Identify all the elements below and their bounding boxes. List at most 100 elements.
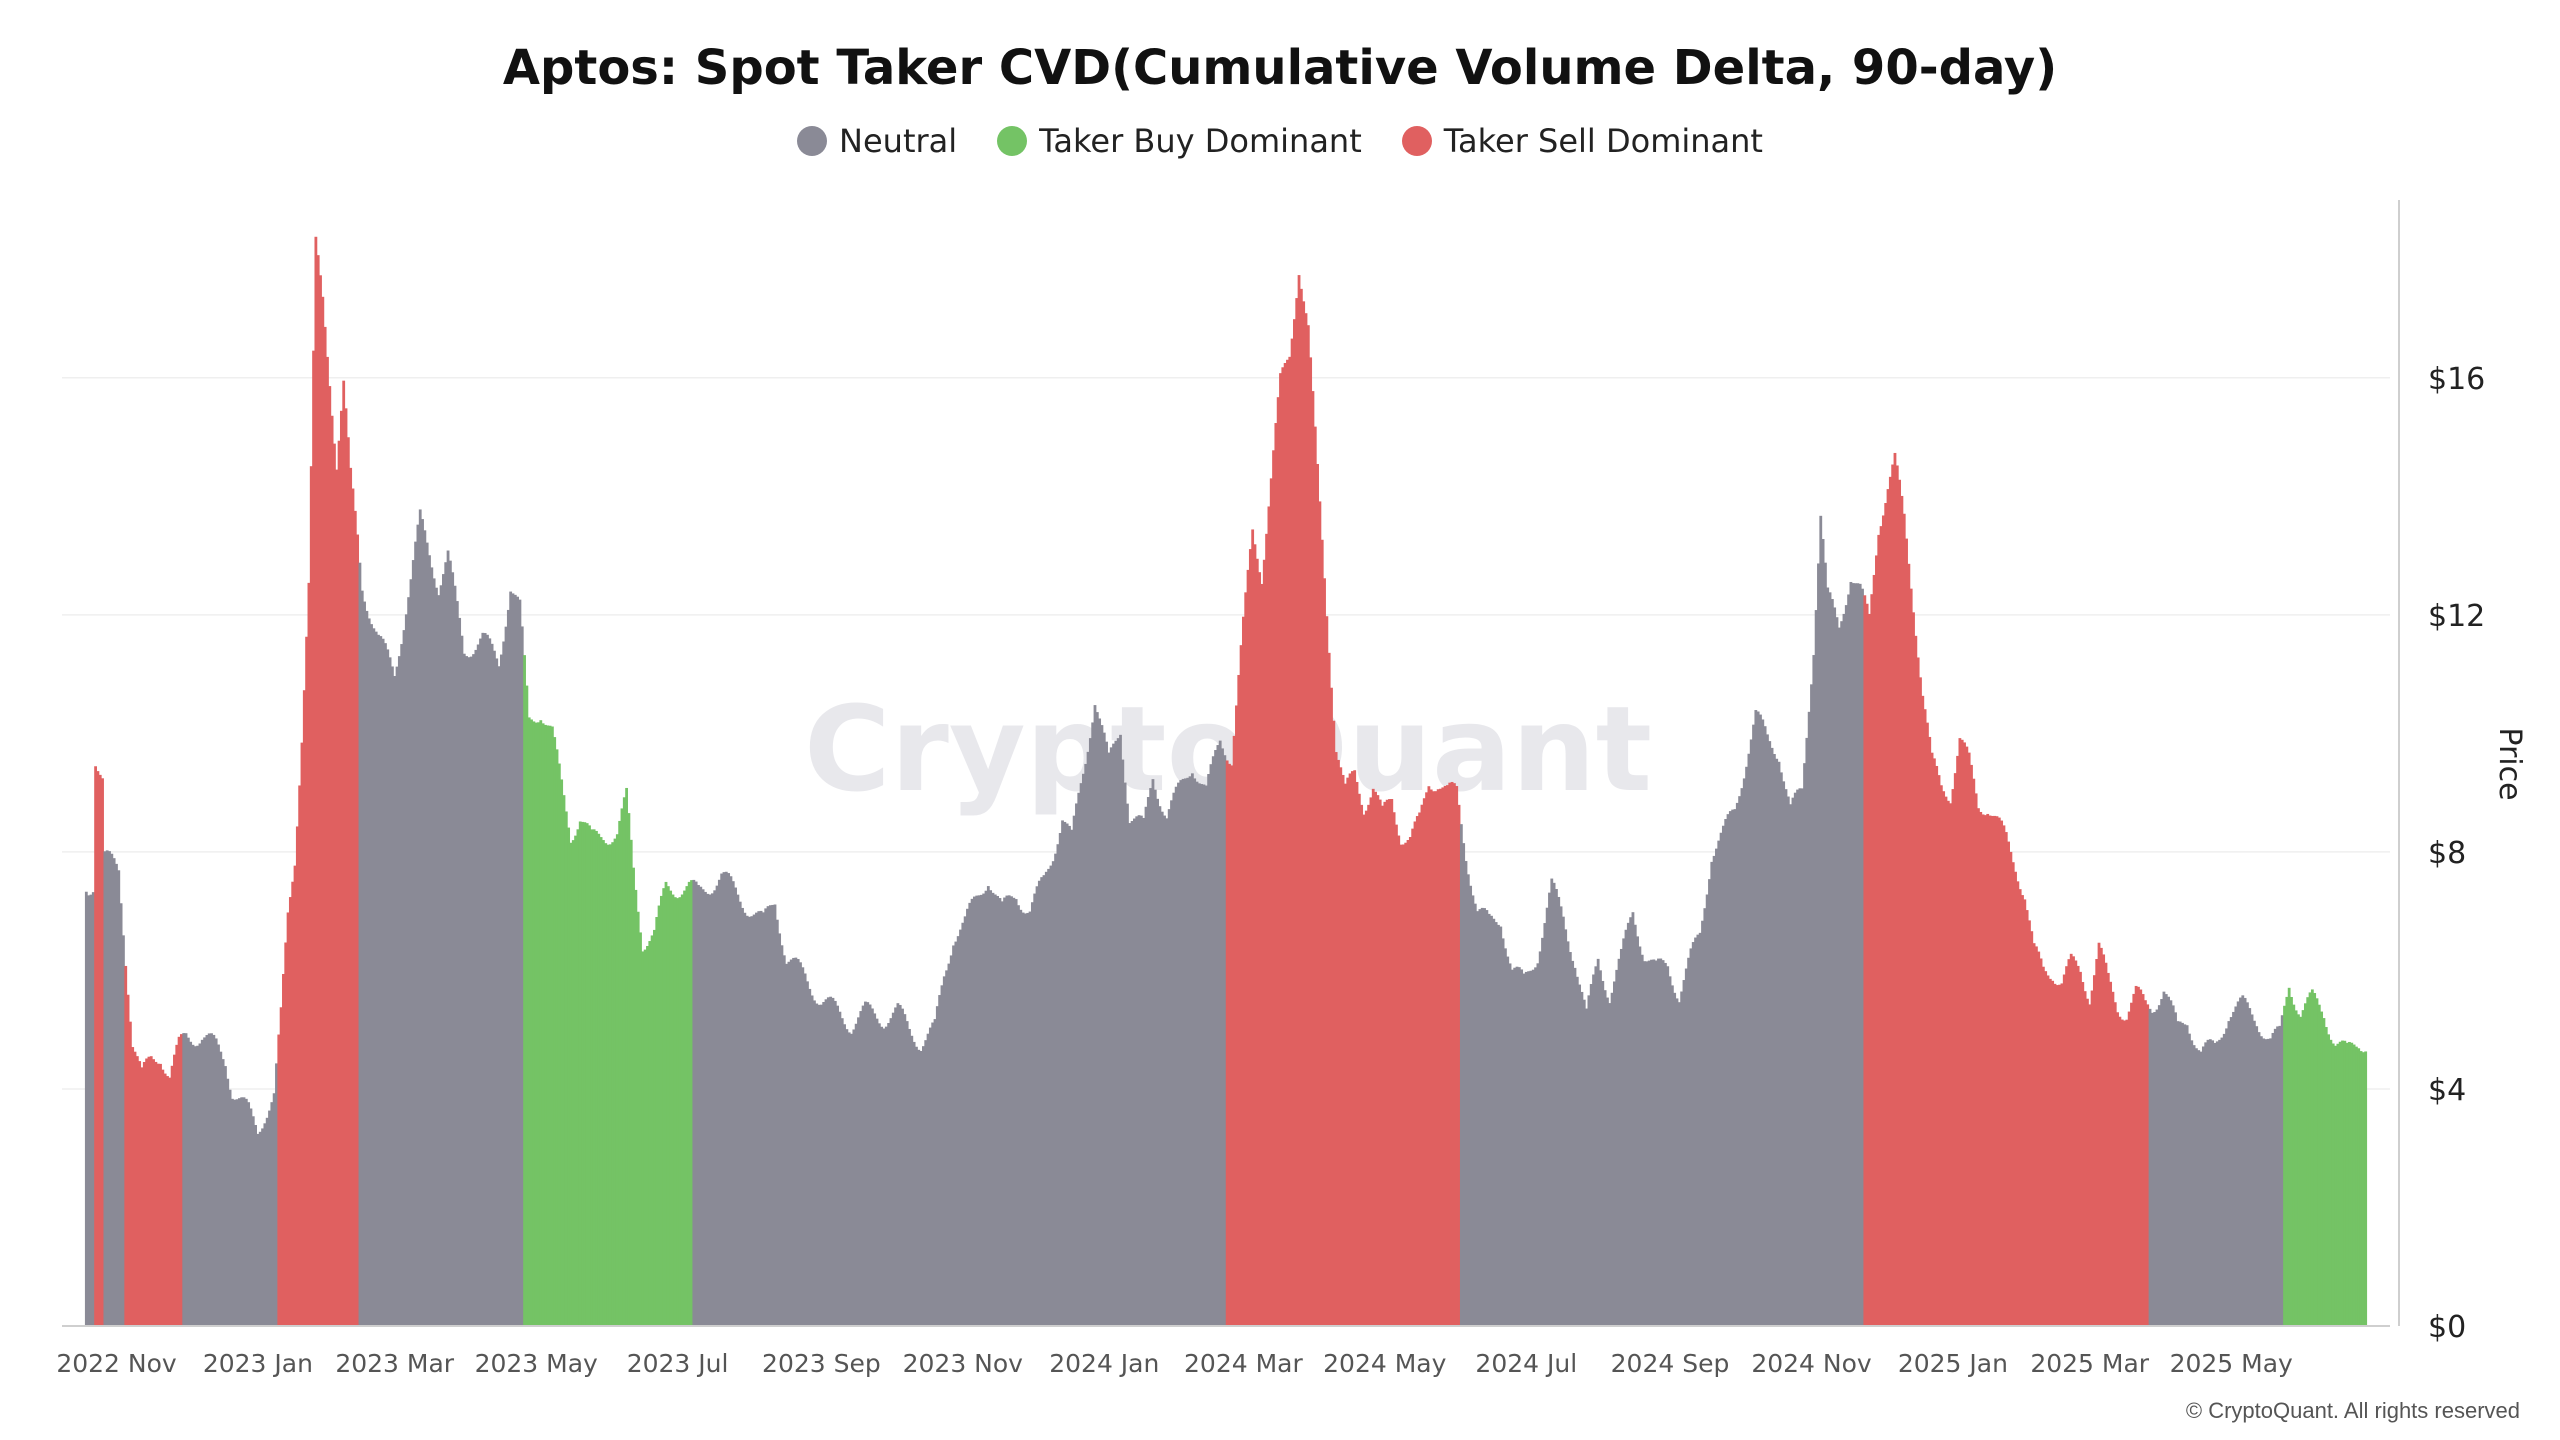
legend-item-taker-buy[interactable]: Taker Buy Dominant [997, 122, 1362, 160]
price-bar [627, 813, 631, 1326]
price-bar [161, 1069, 165, 1326]
price-bar [337, 440, 341, 1327]
price-bar [1346, 777, 1350, 1326]
price-bar [2352, 1044, 2356, 1326]
price-bar [117, 870, 121, 1326]
price-bar [258, 1131, 262, 1326]
price-bar [2065, 966, 2068, 1326]
price-bar [780, 945, 784, 1326]
price-bar [2320, 1011, 2324, 1326]
price-bar [1638, 946, 1642, 1326]
price-bar [1770, 747, 1774, 1326]
price-bar [254, 1125, 257, 1326]
price-bar [604, 843, 608, 1326]
price-bar [1492, 918, 1496, 1326]
price-bar [119, 903, 123, 1326]
price-bar [1381, 805, 1384, 1326]
price-bar [2357, 1048, 2361, 1326]
price-bar [634, 889, 638, 1326]
legend-item-neutral[interactable]: Neutral [797, 122, 957, 160]
price-bar [903, 1014, 907, 1326]
legend-item-taker-sell[interactable]: Taker Sell Dominant [1401, 122, 1763, 160]
price-bar [1262, 559, 1266, 1326]
price-bar [1126, 803, 1129, 1326]
price-bar [1777, 761, 1781, 1326]
price-bar [1265, 533, 1268, 1326]
price-bar [2331, 1043, 2335, 1326]
x-tick-label: 2023 Nov [903, 1349, 1024, 1378]
price-bar [490, 643, 494, 1326]
price-bar [384, 643, 387, 1326]
price-bar [659, 895, 663, 1326]
price-bar [1344, 783, 1347, 1326]
price-bar [1919, 677, 1922, 1326]
price-bar [2046, 975, 2050, 1326]
price-bar [1276, 397, 1280, 1326]
price-bar [884, 1026, 888, 1326]
price-bar [606, 844, 610, 1326]
price-bar [1014, 899, 1018, 1326]
price-bar [736, 894, 740, 1326]
price-bar [653, 929, 656, 1326]
price-bar [300, 742, 304, 1326]
price-bar [96, 771, 100, 1326]
price-bar [1334, 752, 1338, 1326]
price-bar [1905, 538, 1908, 1326]
price-bar [1065, 823, 1069, 1326]
price-bar [657, 905, 661, 1326]
price-bar [1608, 1003, 1612, 1326]
price-bar [794, 957, 798, 1326]
price-bar [2048, 978, 2052, 1326]
price-bar [882, 1028, 886, 1326]
price-bar [1341, 774, 1345, 1326]
price-bar [1837, 627, 1841, 1326]
price-bar [2255, 1026, 2259, 1326]
price-bar [954, 941, 958, 1326]
price-bar [1327, 652, 1331, 1326]
price-bar [1374, 791, 1377, 1326]
price-bar [622, 797, 626, 1326]
price-bar [1928, 736, 1932, 1326]
price-bar [330, 415, 334, 1326]
price-bar [472, 654, 475, 1326]
price-bar [912, 1041, 916, 1326]
price-bar [105, 850, 109, 1326]
price-bar [244, 1098, 248, 1326]
price-bar [1997, 817, 2001, 1326]
price-bar [451, 572, 455, 1326]
price-bar [1056, 844, 1060, 1326]
price-bar [346, 437, 350, 1326]
y-axis-label: Price [2492, 727, 2527, 800]
x-tick-label: 2024 Mar [1184, 1349, 1303, 1378]
price-bar [857, 1017, 860, 1326]
price-bar [901, 1008, 904, 1326]
price-bar [1149, 788, 1153, 1326]
price-bar [133, 1051, 137, 1326]
price-bar [592, 829, 596, 1326]
price-bar [511, 593, 515, 1326]
price-bar [2329, 1039, 2333, 1326]
price-bar [2035, 946, 2038, 1326]
price-bar [2113, 1002, 2117, 1326]
price-bar [497, 666, 501, 1326]
price-bar [1884, 503, 1888, 1326]
price-bar [1835, 617, 1839, 1326]
price-bar [685, 886, 689, 1326]
price-bar [706, 893, 710, 1326]
price-bar [1870, 594, 1874, 1326]
price-bar [1369, 797, 1373, 1326]
price-bar [2201, 1046, 2205, 1326]
price-bar [1814, 610, 1818, 1326]
price-bar [1209, 764, 1213, 1326]
price-bar [1610, 992, 1614, 1326]
price-bar [991, 892, 995, 1326]
price-bar [196, 1045, 200, 1326]
price-bar [564, 811, 568, 1326]
price-bar [673, 897, 677, 1326]
price-bar [458, 617, 462, 1326]
price-bar [1367, 804, 1371, 1326]
price-bar [1079, 783, 1083, 1326]
price-bar [1476, 911, 1479, 1326]
price-bar [727, 873, 731, 1326]
price-bar [625, 787, 628, 1326]
